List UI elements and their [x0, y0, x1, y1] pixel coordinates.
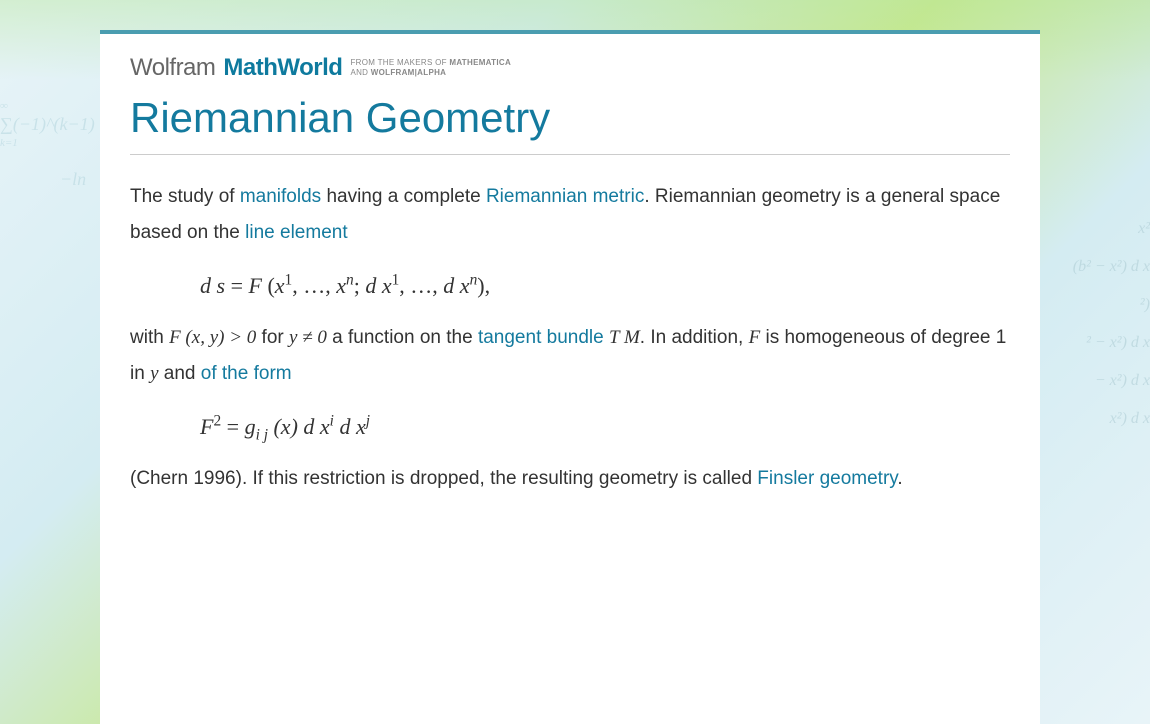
math-inline: y ≠ 0	[289, 327, 327, 348]
link-finsler-geometry[interactable]: Finsler geometry	[757, 468, 897, 489]
math-inline: T M	[609, 327, 640, 348]
math-inline: F	[749, 327, 761, 348]
link-line-element[interactable]: line element	[245, 222, 347, 243]
link-of-the-form[interactable]: of the form	[201, 363, 292, 384]
site-logo[interactable]: Wolfram MathWorld FROM THE MAKERS OF MAT…	[130, 54, 1010, 82]
equation-metric-form: F2 = gi j (x) d xi d xj	[200, 410, 1010, 443]
main-content-panel: Wolfram MathWorld FROM THE MAKERS OF MAT…	[100, 30, 1040, 724]
link-tangent-bundle[interactable]: tangent bundle	[478, 327, 604, 348]
logo-wolfram-text: Wolfram	[130, 54, 215, 82]
link-manifolds[interactable]: manifolds	[240, 186, 321, 207]
paragraph-2: with F (x, y) > 0 for y ≠ 0 a function o…	[130, 320, 1010, 392]
math-inline: y	[150, 363, 158, 384]
equation-line-element: d s = F (x1, …, xn; d x1, …, d xn),	[200, 269, 1010, 302]
paragraph-1: The study of manifolds having a complete…	[130, 179, 1010, 251]
page-title: Riemannian Geometry	[130, 94, 1010, 155]
article-body: The study of manifolds having a complete…	[130, 179, 1010, 497]
link-riemannian-metric[interactable]: Riemannian metric	[486, 186, 644, 207]
paragraph-3: (Chern 1996). If this restriction is dro…	[130, 461, 1010, 497]
math-inline: F (x, y) > 0	[169, 327, 256, 348]
logo-tagline: FROM THE MAKERS OF MATHEMATICA AND WOLFR…	[350, 58, 511, 77]
logo-mathworld-text: MathWorld	[223, 54, 342, 82]
